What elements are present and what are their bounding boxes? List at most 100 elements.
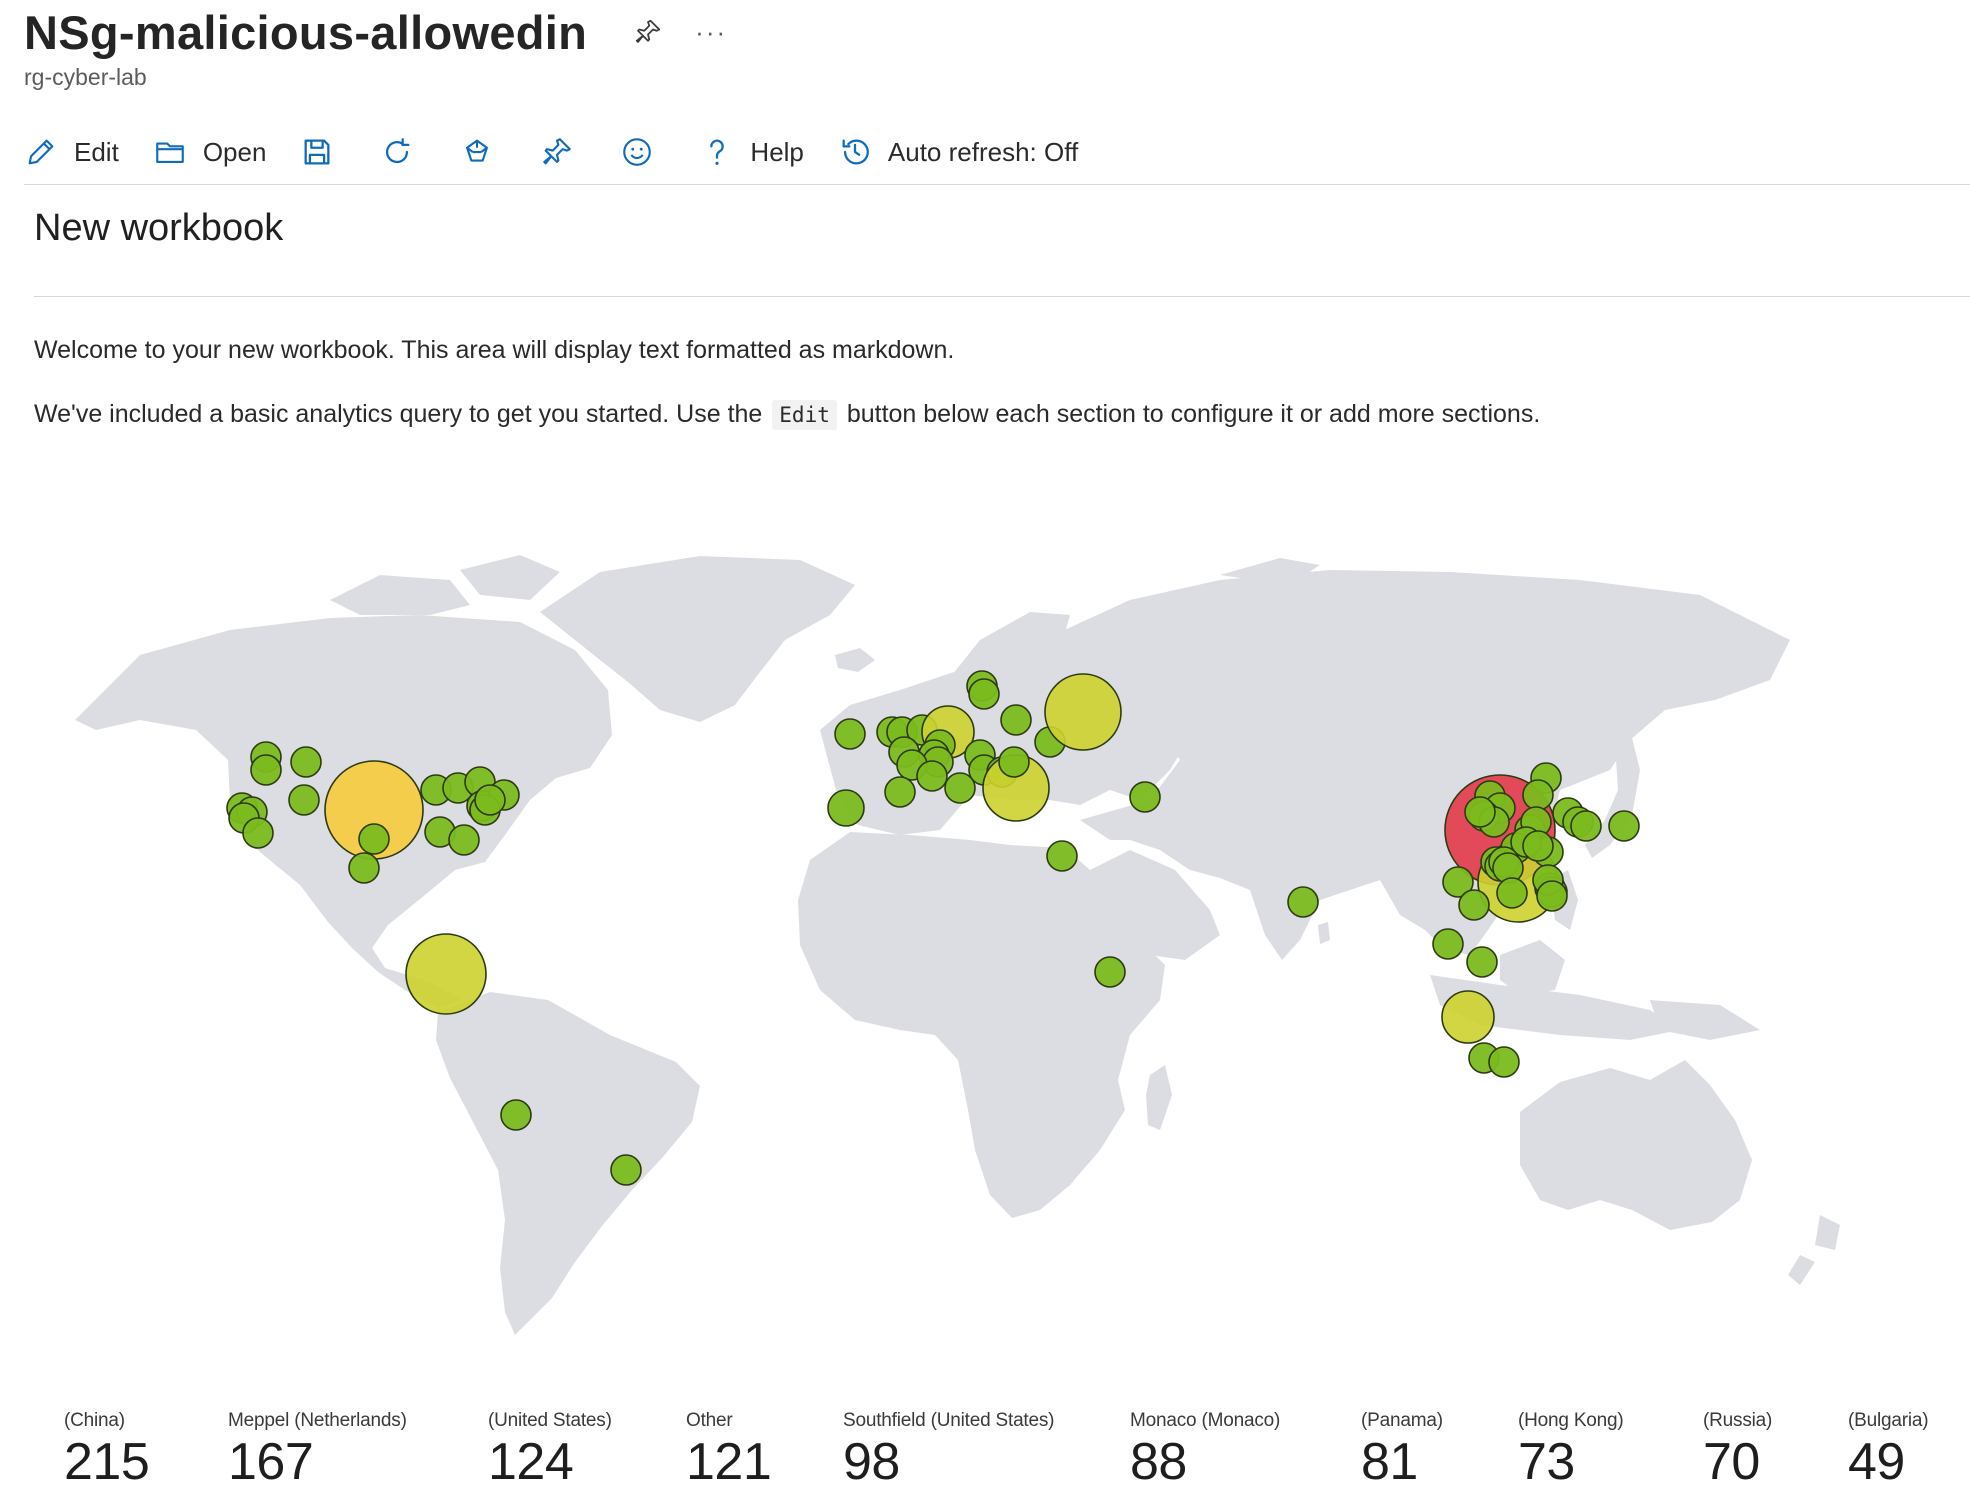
map-bubble[interactable] <box>1522 830 1554 862</box>
map-bubble[interactable] <box>242 817 274 849</box>
toolbar-divider <box>24 184 1970 185</box>
map-bubble[interactable] <box>1466 946 1498 978</box>
map-bubble[interactable] <box>348 852 380 884</box>
map-bubble[interactable] <box>834 718 866 750</box>
map-bubble[interactable] <box>884 776 916 808</box>
tile-label: (Bulgaria) <box>1848 1410 1929 1431</box>
map-bubble[interactable] <box>827 789 865 827</box>
workbook-divider <box>34 296 1970 297</box>
more-options-button[interactable]: ··· <box>695 17 728 47</box>
smiley-icon <box>623 138 652 166</box>
tile-value: 98 <box>843 1433 900 1491</box>
tile-bulgaria[interactable]: (Bulgaria) 49 <box>1848 1410 1929 1488</box>
markdown-paragraph-1: Welcome to your new workbook. This area … <box>34 336 955 364</box>
map-bubble[interactable] <box>358 823 390 855</box>
pin-button[interactable] <box>540 126 574 178</box>
tile-label: Other <box>686 1410 733 1431</box>
map-bubble[interactable] <box>1458 889 1490 921</box>
tile-label: Monaco (Monaco) <box>1130 1410 1281 1431</box>
map-bubble[interactable] <box>1522 779 1554 811</box>
tile-russia[interactable]: (Russia) 70 <box>1703 1410 1772 1488</box>
map-bubble[interactable] <box>610 1154 642 1186</box>
map-bubble[interactable] <box>448 824 480 856</box>
land-arabia <box>1090 850 1220 960</box>
tile-other[interactable]: Other 121 <box>686 1410 772 1488</box>
map-bubble[interactable] <box>1488 1046 1520 1078</box>
map-bubble[interactable] <box>1044 673 1122 751</box>
toolbar: Edit Open Help Auto refresh: Off <box>24 126 1112 178</box>
pin-icon[interactable] <box>631 15 665 49</box>
clock-icon <box>842 139 869 165</box>
land-borneo <box>1500 940 1565 995</box>
map-bubble[interactable] <box>1129 781 1161 813</box>
map-bubble[interactable] <box>250 754 282 786</box>
refresh-icon <box>386 138 410 164</box>
map-bubble[interactable] <box>1570 810 1602 842</box>
map-bubble[interactable] <box>1287 886 1319 918</box>
land-new-zealand-2 <box>1788 1255 1815 1285</box>
map-bubble[interactable] <box>1608 810 1640 842</box>
save-button[interactable] <box>300 126 334 178</box>
land-russia-islands <box>1220 558 1320 585</box>
workbook-title: New workbook <box>34 207 284 249</box>
map-bubble[interactable] <box>1496 877 1528 909</box>
question-icon <box>710 139 725 165</box>
pin-icon <box>543 138 572 165</box>
map-bubble[interactable] <box>1094 956 1126 988</box>
help-label: Help <box>750 136 804 167</box>
share-button[interactable] <box>460 126 494 178</box>
tile-label: (Panama) <box>1361 1410 1443 1431</box>
tile-southfield[interactable]: Southfield (United States) 98 <box>843 1410 1055 1491</box>
map-bubble[interactable] <box>1442 866 1474 898</box>
land-arctic-islands-2 <box>460 555 560 600</box>
tile-label: (United States) <box>488 1410 612 1431</box>
land-new-zealand <box>1815 1215 1840 1250</box>
map-bubble[interactable] <box>290 746 322 778</box>
map-bubble[interactable] <box>1432 928 1464 960</box>
help-button[interactable]: Help <box>700 126 804 178</box>
land-new-guinea <box>1650 1000 1760 1040</box>
map-bubble[interactable] <box>1536 880 1568 912</box>
land-greenland <box>540 556 855 722</box>
land-masses <box>75 555 1840 1335</box>
map-bubble[interactable] <box>1441 990 1495 1044</box>
map-bubble[interactable] <box>1046 840 1078 872</box>
map-bubble[interactable] <box>288 784 320 816</box>
refresh-button[interactable] <box>380 126 414 178</box>
map-bubble[interactable] <box>998 746 1030 778</box>
folder-open-icon <box>156 142 184 163</box>
tile-hong-kong[interactable]: (Hong Kong) 73 <box>1518 1410 1624 1488</box>
edit-button[interactable]: Edit <box>24 126 119 178</box>
map-bubble[interactable] <box>500 1099 532 1131</box>
map-bubble[interactable] <box>916 760 948 792</box>
map-bubble[interactable] <box>944 772 976 804</box>
open-button[interactable]: Open <box>153 126 267 178</box>
tile-label: Southfield (United States) <box>843 1410 1055 1431</box>
map-bubble[interactable] <box>405 933 487 1015</box>
tile-panama[interactable]: (Panama) 81 <box>1361 1410 1443 1488</box>
tile-value: 88 <box>1130 1433 1187 1491</box>
tile-meppel[interactable]: Meppel (Netherlands) 167 <box>228 1410 407 1488</box>
open-label: Open <box>202 136 267 167</box>
tile-monaco[interactable]: Monaco (Monaco) 88 <box>1130 1410 1280 1488</box>
tile-united-states[interactable]: (United States) 124 <box>488 1410 612 1488</box>
pencil-icon <box>28 139 54 165</box>
auto-refresh-button[interactable]: Auto refresh: Off <box>838 126 1078 178</box>
land-australia <box>1520 1060 1752 1230</box>
map-bubble[interactable] <box>1000 704 1032 736</box>
markdown-paragraph-2: We've included a basic analytics query t… <box>34 400 1540 430</box>
tile-label: Meppel (Netherlands) <box>228 1410 407 1431</box>
world-map[interactable] <box>0 530 1970 1400</box>
tile-china[interactable]: (China) 215 <box>64 1410 150 1488</box>
land-africa <box>798 832 1165 1218</box>
land-sri-lanka <box>1318 922 1330 944</box>
save-icon <box>304 139 330 165</box>
map-bubble[interactable] <box>474 784 506 816</box>
tile-value: 70 <box>1703 1433 1760 1491</box>
feedback-button[interactable] <box>620 126 654 178</box>
bubble-layer <box>226 670 1640 1186</box>
map-bubble[interactable] <box>1464 796 1496 828</box>
land-south-america <box>436 992 700 1335</box>
auto-refresh-label: Auto refresh: Off <box>887 136 1079 167</box>
map-bubble[interactable] <box>968 678 1000 710</box>
